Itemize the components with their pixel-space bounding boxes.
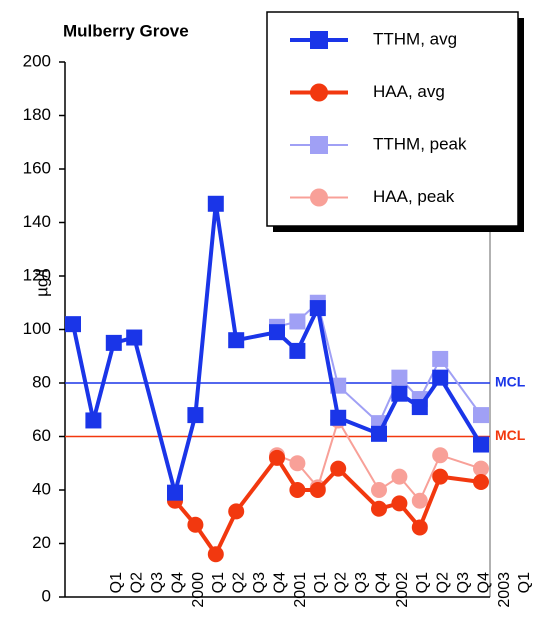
legend-box bbox=[266, 11, 519, 227]
marker bbox=[411, 519, 428, 536]
marker bbox=[269, 449, 285, 466]
marker bbox=[330, 377, 347, 394]
x-tick-label: Q2 bbox=[435, 572, 452, 593]
marker bbox=[473, 460, 489, 477]
x-tick-label: Q1 bbox=[108, 572, 125, 593]
marker bbox=[309, 300, 326, 317]
marker bbox=[309, 482, 326, 498]
marker bbox=[207, 195, 224, 212]
x-tick-label: 2003 bbox=[496, 572, 513, 608]
marker bbox=[310, 188, 328, 207]
marker bbox=[391, 385, 408, 402]
x-tick-label: 2002 bbox=[394, 572, 411, 608]
y-tick-label: 160 bbox=[23, 158, 51, 177]
y-tick-label: 20 bbox=[32, 533, 51, 552]
marker bbox=[371, 425, 387, 442]
y-tick-label: 60 bbox=[32, 426, 51, 445]
x-tick-label: Q3 bbox=[353, 572, 370, 593]
marker bbox=[289, 313, 306, 330]
marker bbox=[289, 455, 306, 472]
marker bbox=[310, 136, 328, 154]
y-tick-label: 180 bbox=[23, 105, 51, 124]
x-tick-label: Q1 bbox=[210, 572, 227, 593]
marker bbox=[432, 350, 449, 367]
marker bbox=[187, 407, 204, 424]
marker bbox=[167, 484, 183, 501]
y-tick-label: 40 bbox=[32, 479, 51, 498]
marker bbox=[187, 516, 204, 533]
y-tick-label: 0 bbox=[42, 586, 51, 605]
x-tick-label: Q3 bbox=[455, 572, 472, 593]
marker bbox=[228, 503, 245, 520]
marker bbox=[289, 482, 306, 498]
legend-label: HAA, peak bbox=[373, 187, 455, 206]
marker bbox=[432, 468, 449, 485]
legend: TTHM, avg HAA, avg TTHM, peak HAA, peak bbox=[266, 11, 524, 232]
marker bbox=[289, 342, 306, 359]
x-tick-label: Q1 bbox=[516, 572, 533, 593]
x-tick-label: Q4 bbox=[271, 572, 288, 593]
marker bbox=[330, 460, 347, 477]
x-tick-label: Q2 bbox=[231, 572, 248, 593]
gap-connector bbox=[337, 419, 380, 491]
marker bbox=[371, 500, 387, 517]
reference-label: MCL bbox=[495, 427, 526, 443]
marker bbox=[105, 334, 122, 351]
y-tick-label: 120 bbox=[23, 265, 51, 284]
x-tick-label: Q1 bbox=[312, 572, 329, 593]
marker bbox=[473, 473, 489, 490]
x-tick-label: Q1 bbox=[414, 572, 431, 593]
marker bbox=[391, 369, 408, 386]
marker bbox=[65, 316, 81, 333]
gap-connector bbox=[132, 337, 177, 494]
marker bbox=[473, 407, 489, 424]
legend-label: TTHM, peak bbox=[373, 134, 467, 153]
legend-label: TTHM, avg bbox=[373, 29, 457, 48]
y-tick-label: 80 bbox=[32, 372, 51, 391]
marker bbox=[269, 324, 285, 341]
marker bbox=[330, 409, 347, 426]
marker bbox=[126, 329, 143, 346]
x-tick-label: Q3 bbox=[149, 572, 166, 593]
x-tick-label: Q4 bbox=[475, 572, 492, 593]
marker bbox=[391, 495, 408, 512]
series-line bbox=[277, 303, 481, 423]
marker bbox=[473, 436, 489, 453]
x-tick-label: Q4 bbox=[169, 572, 186, 593]
marker bbox=[85, 412, 102, 429]
gap-connector bbox=[336, 467, 381, 511]
marker bbox=[411, 492, 428, 509]
marker bbox=[411, 399, 428, 416]
reference-label: MCL bbox=[495, 374, 526, 390]
marker bbox=[228, 332, 245, 349]
y-tick-label: 100 bbox=[23, 319, 51, 338]
marker bbox=[207, 546, 224, 563]
y-tick-label: 140 bbox=[23, 212, 51, 231]
x-tick-label: Q4 bbox=[373, 572, 390, 593]
marker bbox=[371, 482, 387, 498]
marker bbox=[391, 468, 408, 485]
marker bbox=[310, 83, 328, 102]
chart-title: Mulberry Grove bbox=[63, 21, 189, 40]
marker bbox=[432, 447, 449, 464]
x-tick-label: 2000 bbox=[190, 572, 207, 608]
legend-label: HAA, avg bbox=[373, 82, 445, 101]
x-tick-label: Q3 bbox=[251, 572, 268, 593]
gap-connector bbox=[438, 376, 483, 446]
marker bbox=[310, 31, 328, 49]
x-tick-label: Q2 bbox=[333, 572, 350, 593]
marker bbox=[432, 369, 449, 386]
gap-connector bbox=[439, 358, 482, 416]
x-tick-label: Q2 bbox=[129, 572, 146, 593]
gap-connector bbox=[234, 456, 279, 513]
y-tick-label: 200 bbox=[23, 51, 51, 70]
x-tick-label: 2001 bbox=[292, 572, 309, 608]
y-axis-label: µg/l bbox=[32, 269, 51, 297]
